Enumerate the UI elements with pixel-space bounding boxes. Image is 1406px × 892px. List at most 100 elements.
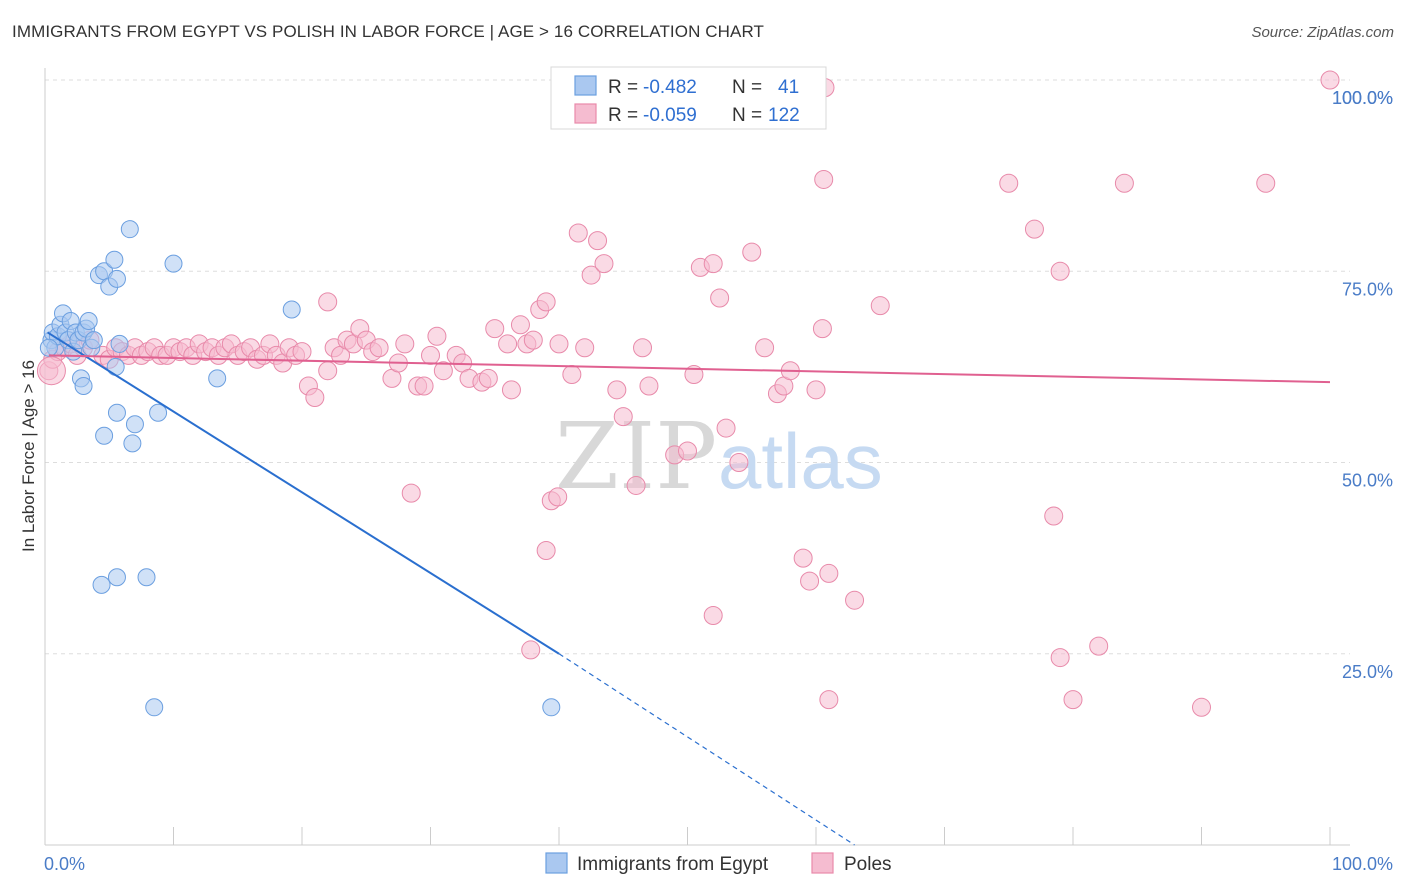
bottom-legend-poles: Poles	[844, 854, 892, 875]
poles-point	[812, 319, 832, 339]
poles-point	[684, 365, 704, 385]
poles-point	[845, 590, 865, 610]
poles-point	[639, 376, 659, 396]
poles-point	[562, 365, 582, 385]
poles-point	[703, 606, 723, 625]
y-tick-label: 50.0%	[1342, 471, 1393, 491]
poles-point	[581, 265, 601, 285]
egypt-point	[145, 698, 164, 717]
y-tick-label: 100.0%	[1332, 88, 1393, 108]
poles-point	[819, 690, 839, 710]
poles-point	[793, 548, 813, 568]
legend-r-label-1: R =	[608, 77, 638, 98]
poles-point	[819, 563, 839, 583]
poles-point	[870, 296, 890, 316]
egypt-point	[105, 250, 124, 269]
poles-point	[433, 361, 453, 381]
poles-point	[613, 407, 633, 427]
axes	[44, 68, 1350, 846]
poles-point	[1050, 648, 1070, 668]
poles-point	[369, 338, 389, 358]
legend-r-value-2: -0.059	[643, 105, 697, 126]
bottom-legend-swatch-egypt	[545, 852, 568, 874]
poles-point	[427, 326, 447, 346]
poles-point	[594, 254, 614, 274]
poles-point	[729, 453, 749, 472]
poles-point	[1256, 173, 1276, 193]
poles-point	[536, 540, 556, 560]
poles-point	[999, 173, 1019, 193]
egypt-point	[74, 377, 93, 395]
poles-point	[1114, 173, 1134, 193]
poles-point	[548, 487, 568, 507]
poles-points	[36, 70, 1340, 717]
egypt-point	[106, 357, 125, 376]
poles-point	[633, 338, 653, 358]
poles-point	[549, 334, 569, 354]
poles-point	[318, 292, 338, 312]
egypt-point	[123, 434, 142, 453]
poles-point	[395, 334, 415, 354]
poles-point	[1089, 636, 1109, 656]
egypt-point	[149, 403, 168, 422]
egypt-point	[542, 698, 561, 717]
poles-trend-line	[48, 354, 1331, 384]
poles-point-large	[36, 356, 66, 386]
egypt-point	[164, 254, 183, 273]
poles-point	[806, 380, 826, 400]
egypt-point	[110, 334, 129, 353]
egypt-point	[92, 575, 111, 594]
legend-n-label-1: N =	[732, 77, 762, 98]
source-label: Source: ZipAtlas.com	[1251, 24, 1394, 41]
poles-point	[421, 345, 440, 365]
legend-swatch-poles	[574, 103, 597, 124]
poles-point	[568, 223, 588, 243]
poles-point	[510, 315, 530, 335]
egypt-points	[39, 220, 561, 717]
egypt-point	[125, 415, 144, 434]
egypt-point	[208, 369, 227, 388]
poles-point	[1044, 506, 1064, 526]
y-tick-label: 100.0%	[1332, 88, 1393, 108]
poles-point	[292, 342, 312, 362]
bottom-legend-egypt: Immigrants from Egypt	[577, 854, 769, 875]
poles-point	[1024, 219, 1044, 239]
bottom-legend-swatch-poles	[811, 852, 834, 874]
legend-n-value-2: 122	[768, 105, 800, 126]
egypt-point	[95, 426, 114, 445]
poles-point	[478, 368, 498, 388]
egypt-point	[107, 568, 126, 587]
poles-point	[800, 571, 820, 591]
poles-point	[755, 338, 775, 358]
poles-point	[536, 292, 556, 312]
poles-point	[575, 338, 595, 358]
poles-point	[1050, 261, 1070, 281]
egypt-point	[84, 331, 103, 350]
poles-point	[501, 380, 521, 400]
poles-point	[710, 288, 730, 308]
egypt-point	[137, 568, 156, 587]
poles-point	[521, 640, 541, 660]
poles-point	[703, 254, 723, 274]
egypt-trend-line	[47, 331, 560, 655]
poles-point	[626, 475, 646, 495]
egypt-point	[120, 220, 139, 239]
poles-point	[305, 387, 325, 407]
poles-point	[742, 242, 762, 262]
poles-point	[1063, 690, 1083, 710]
poles-point	[814, 169, 834, 189]
x-tick-labels: 0.0% 100.0%	[44, 854, 1393, 874]
x-tick-label: 100.0%	[1332, 854, 1393, 874]
y-tick-label: 25.0%	[1342, 662, 1393, 682]
legend-swatch-egypt	[574, 75, 597, 96]
poles-point	[414, 376, 434, 396]
poles-point	[1192, 697, 1211, 717]
poles-point	[401, 483, 421, 503]
poles-point	[318, 361, 338, 381]
poles-point	[498, 334, 518, 354]
poles-point	[678, 441, 697, 461]
legend-r-value-1: -0.482	[643, 77, 697, 98]
egypt-point	[107, 269, 126, 288]
grid-lines	[45, 79, 1350, 655]
